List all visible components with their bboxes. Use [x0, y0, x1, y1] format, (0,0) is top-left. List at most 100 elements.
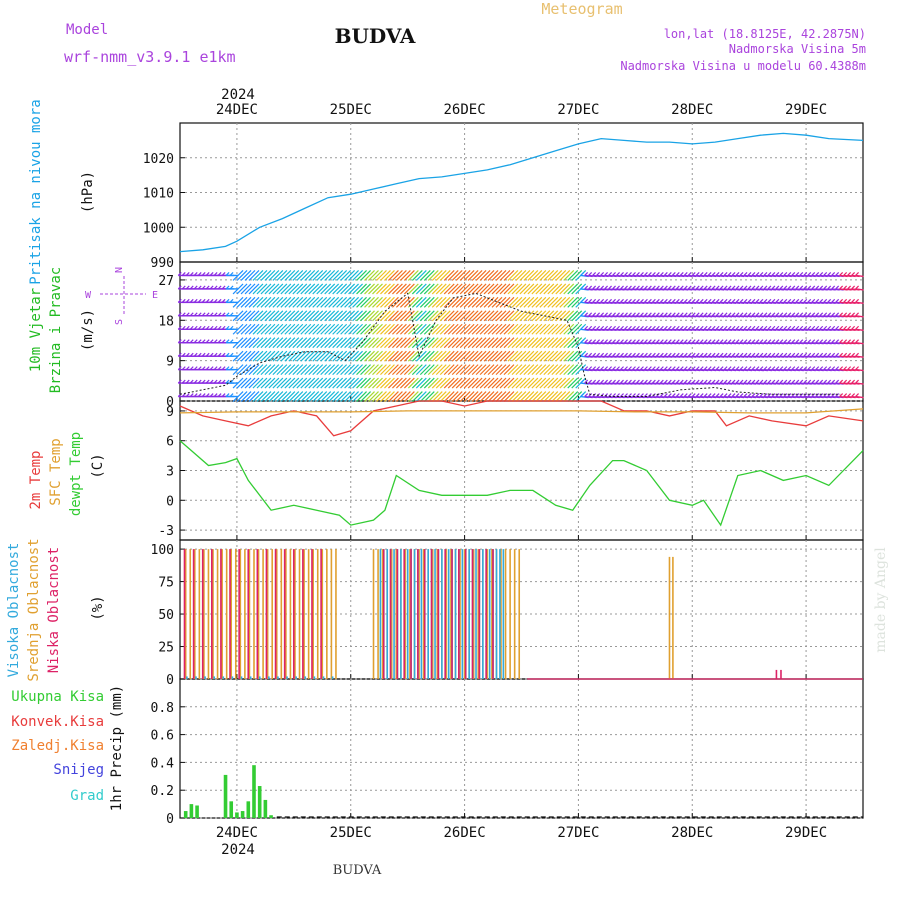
wind-barb-head: [771, 312, 776, 317]
wind-barb-head: [755, 379, 760, 384]
wind-barb: [312, 364, 324, 376]
wind-barb: [240, 391, 252, 402]
wind-barb-head: [703, 379, 708, 384]
wind-barb-head: [651, 298, 656, 303]
wind-barb-head: [767, 393, 772, 397]
wind-barb-head: [799, 325, 804, 330]
wind-barb: [459, 364, 471, 376]
wind-barb-head: [225, 298, 230, 303]
wind-barb-head: [839, 312, 844, 317]
wind-barb: [324, 350, 336, 362]
wind-barb: [535, 270, 547, 281]
wind-barb: [232, 337, 244, 349]
cloud-label-low: Niska Oblacnost: [46, 547, 62, 673]
wind-barb: [304, 364, 316, 376]
wind-barb: [455, 310, 467, 322]
wind-barb: [495, 310, 507, 322]
wind-barb: [455, 364, 467, 376]
wind-barb: [403, 364, 415, 376]
wind-barb-head: [197, 339, 202, 344]
wind-barb-head: [835, 325, 840, 330]
wind-barb-head: [687, 366, 692, 371]
wind-barb: [244, 323, 256, 335]
wind-barb-head: [588, 379, 593, 384]
wind-barb-head: [723, 352, 728, 357]
wind-barb: [543, 296, 555, 308]
wind-barb: [451, 270, 463, 281]
wind-barb: [256, 270, 268, 281]
wind-barb-head: [727, 393, 732, 397]
precip-bar: [263, 799, 268, 818]
wind-barb-head: [819, 379, 824, 384]
wind-barb-head: [209, 393, 214, 397]
wind-barb-head: [699, 379, 704, 384]
wind-barb: [539, 377, 551, 389]
wind-barb: [264, 377, 276, 389]
wind-barb-head: [185, 272, 190, 276]
wind-barb-head: [185, 339, 190, 344]
wind-barb-head: [735, 285, 740, 290]
wind-barb: [240, 377, 252, 389]
wind-barb-head: [600, 272, 605, 276]
wind-barb: [352, 377, 364, 389]
temp-label-sfc: SFC Temp: [48, 438, 64, 505]
wind-barb-head: [229, 393, 234, 397]
wind-barb-head: [197, 352, 202, 357]
wind-plot: [177, 270, 864, 402]
wind-barb-head: [783, 272, 788, 276]
wind-barb-head: [707, 339, 712, 344]
wind-barb: [411, 296, 423, 308]
wind-barb: [356, 364, 367, 376]
wind-barb: [403, 337, 415, 349]
wind-barb-head: [807, 285, 812, 290]
wind-barb-head: [616, 272, 620, 276]
wind-barb: [483, 364, 495, 376]
wind-barb: [376, 270, 387, 281]
wind-barb-head: [647, 352, 652, 357]
wind-barb-head: [189, 339, 194, 344]
wind-barb: [308, 377, 320, 389]
wind-barb: [391, 296, 403, 308]
wind-barb-head: [596, 352, 601, 357]
wind-barb-head: [783, 339, 788, 344]
wind-barb-head: [715, 325, 720, 330]
wind-barb: [276, 323, 288, 335]
bottom-day-label: 26DEC: [444, 825, 486, 841]
wind-barb: [439, 350, 451, 362]
temp-line-1: [179, 408, 864, 414]
wind-barb: [252, 283, 264, 295]
wind-barb-head: [679, 325, 684, 330]
wind-barb-head: [225, 339, 230, 344]
wind-barb: [423, 377, 435, 389]
wind-barb: [388, 310, 399, 322]
bottom-day-label: 27DEC: [557, 825, 599, 841]
wind-barb: [475, 337, 487, 349]
wind-barb: [272, 310, 284, 322]
wind-barb-head: [695, 312, 700, 317]
wind-barb: [236, 364, 248, 376]
wind-barb-head: [592, 298, 597, 303]
wind-barb-head: [803, 339, 808, 344]
wind-barb-head: [827, 312, 832, 317]
wind-barb: [475, 323, 487, 335]
wind-barb-head: [588, 272, 593, 276]
wind-barb: [495, 377, 507, 389]
wind-barb: [431, 337, 443, 349]
wind-barb: [320, 270, 332, 281]
wind-barb: [264, 323, 276, 335]
wind-barb: [483, 296, 495, 308]
wind-barb: [523, 323, 535, 335]
wind-barb: [312, 283, 324, 295]
wind-barb: [236, 283, 248, 295]
wind-barb: [336, 364, 348, 376]
wind-barb-head: [839, 352, 844, 357]
wind-barb: [332, 350, 344, 362]
wind-barb: [555, 337, 567, 349]
wind-barb: [423, 296, 435, 308]
wind-barb-head: [827, 339, 832, 344]
wind-barb-head: [795, 379, 800, 384]
wind-barb-head: [221, 325, 226, 330]
wind-barb-head: [592, 366, 597, 371]
wind-barb-head: [823, 298, 828, 303]
wind-barb: [455, 296, 467, 308]
